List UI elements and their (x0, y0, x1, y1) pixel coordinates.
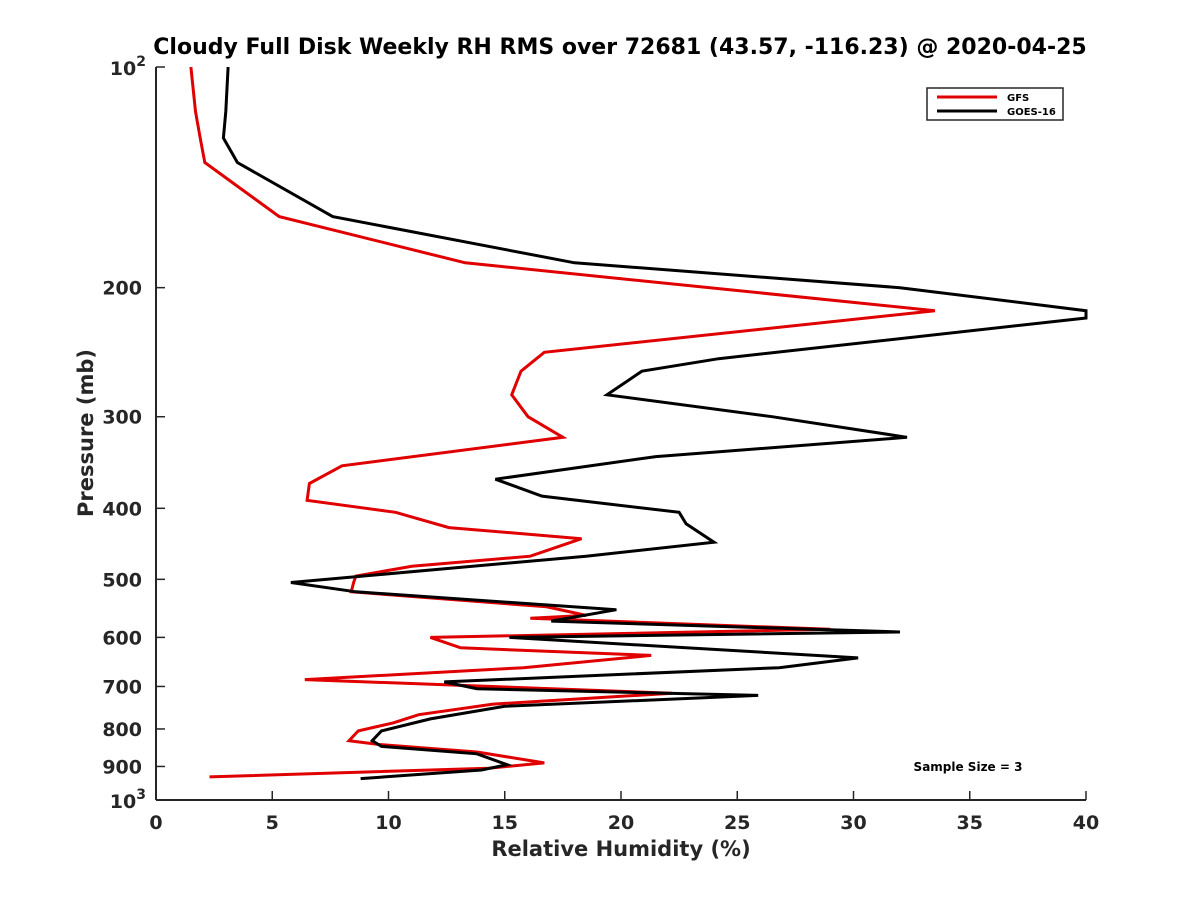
y-axis-label: Pressure (mb) (74, 349, 98, 517)
axes-layer: 0 5 10 15 20 25 30 35 40 200 300 400 500 600 700 800 900… (102, 54, 1099, 834)
legend-box (926, 87, 1064, 121)
chart-title: Cloudy Full Disk Weekly RH RMS over 7268… (153, 35, 1086, 60)
legend-entry-label: GOES-16 (1007, 107, 1056, 118)
x-tick-label: 40 (1073, 812, 1099, 834)
y-tick-label: 600 (102, 627, 142, 649)
y-tick-label-bottom: 103 (110, 787, 146, 813)
legend: GFS GOES-16 (926, 87, 1064, 121)
x-tick-label: 30 (840, 812, 866, 834)
x-tick-label: 5 (266, 812, 279, 834)
x-tick-label: 35 (957, 812, 983, 834)
sample-size-annotation: Sample Size = 3 (914, 760, 1023, 774)
y-tick-label-top: 102 (110, 54, 146, 80)
x-tick-label: 10 (375, 812, 401, 834)
x-tick-label: 25 (724, 812, 750, 834)
legend-entry-label: GFS (1007, 93, 1029, 104)
y-tick-label: 400 (102, 498, 142, 520)
y-tick-label: 200 (102, 278, 142, 300)
y-tick-label: 900 (102, 756, 142, 778)
y-tick-label: 700 (102, 676, 142, 698)
y-tick-label: 500 (102, 569, 142, 591)
y-tick-label: 300 (102, 407, 142, 429)
series-layer (189, 66, 1088, 781)
x-axis-label: Relative Humidity (%) (491, 837, 750, 861)
series-line-gfs (189, 66, 936, 779)
x-tick-label: 20 (608, 812, 634, 834)
series-line-goes-16 (221, 66, 1088, 781)
x-tick-label: 15 (492, 812, 518, 834)
x-tick-label: 0 (149, 812, 162, 834)
y-tick-label: 800 (102, 719, 142, 741)
